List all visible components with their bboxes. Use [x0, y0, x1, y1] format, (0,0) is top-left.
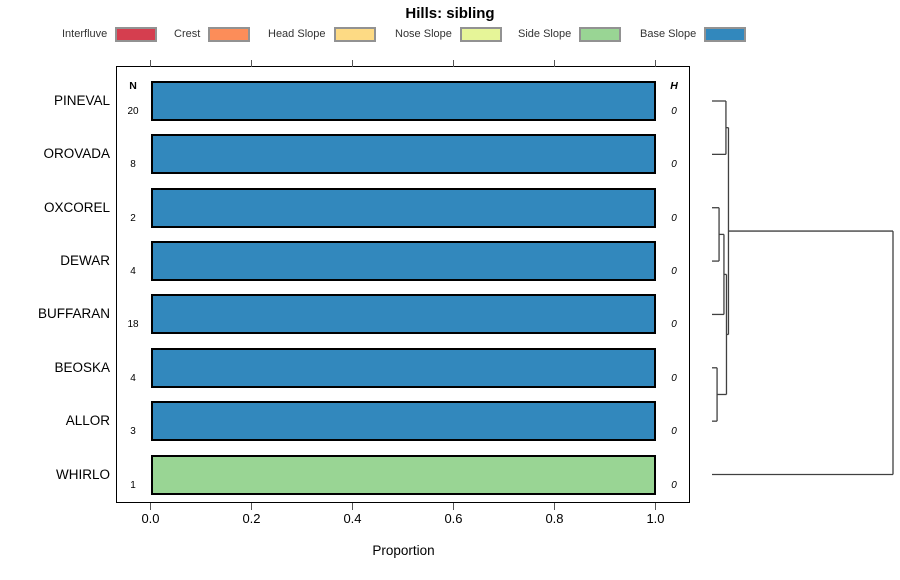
bar: [150, 241, 656, 282]
x-axis-tick-label: 0.0: [141, 511, 160, 526]
figure-title: Hills: sibling: [405, 5, 495, 22]
n-value: 20: [127, 106, 139, 117]
h-column-header: H: [670, 80, 678, 92]
h-value: 0: [671, 266, 677, 278]
legend-swatch: [208, 26, 251, 42]
legend-swatch: [333, 26, 376, 42]
legend-swatch: [115, 26, 158, 42]
category-label: BUFFARAN: [37, 306, 110, 322]
x-axis-tick-top: [251, 60, 253, 67]
legend-item: Base Slope: [640, 26, 747, 42]
x-axis-tick: [655, 503, 657, 510]
bar: [150, 454, 656, 495]
bar-segment: [152, 403, 654, 440]
legend-label: Nose Slope: [395, 28, 452, 40]
x-axis-tick-top: [554, 60, 556, 67]
n-column-header: N: [129, 80, 137, 92]
bar: [150, 294, 656, 335]
x-axis-tick: [352, 503, 354, 510]
x-axis-tick: [554, 503, 556, 510]
bar-segment: [152, 189, 654, 226]
bar-segment: [152, 296, 654, 333]
category-label: BEOSKA: [54, 359, 110, 375]
bar-segment: [152, 243, 654, 280]
category-label: WHIRLO: [56, 466, 110, 482]
n-value: 8: [130, 159, 136, 171]
n-value: 2: [130, 212, 136, 224]
x-axis-tick-top: [655, 60, 657, 67]
legend-item: Head Slope: [268, 26, 376, 42]
x-axis-tick-top: [453, 60, 455, 67]
category-label: OROVADA: [43, 146, 110, 162]
x-axis-tick-label: 1.0: [646, 511, 665, 526]
legend-label: Crest: [174, 28, 201, 40]
legend-swatch: [459, 26, 502, 42]
h-value: 0: [671, 479, 677, 491]
n-value: 4: [130, 372, 136, 384]
n-value: 4: [130, 266, 136, 278]
legend-item: Side Slope: [518, 26, 622, 42]
category-label: DEWAR: [60, 253, 110, 269]
x-axis-tick: [251, 503, 253, 510]
h-value: 0: [671, 319, 677, 331]
legend-label: Interfluve: [62, 28, 108, 40]
x-axis-tick-label: 0.2: [242, 511, 261, 526]
x-axis-tick-top: [352, 60, 354, 67]
category-label: OXCOREL: [43, 199, 110, 215]
h-value: 0: [671, 106, 677, 117]
h-value: 0: [671, 426, 677, 438]
category-label: PINEVAL: [53, 93, 110, 108]
legend-swatch: [579, 26, 622, 42]
n-value: 18: [127, 319, 139, 331]
h-value: 0: [671, 159, 677, 171]
legend-label: Base Slope: [640, 28, 697, 40]
x-axis-tick: [150, 503, 152, 510]
legend-item: Interfluve: [62, 26, 158, 42]
x-axis-tick-top: [150, 60, 152, 67]
bar: [150, 81, 656, 121]
bar-segment: [152, 136, 654, 173]
bar: [150, 347, 656, 388]
category-label: ALLOR: [65, 413, 110, 429]
legend-label: Head Slope: [268, 28, 326, 40]
legend-item: Nose Slope: [395, 26, 502, 42]
n-value: 1: [130, 479, 136, 491]
legend-label: Side Slope: [518, 28, 572, 40]
x-axis-tick-label: 0.8: [545, 511, 564, 526]
legend-swatch: [704, 26, 747, 42]
x-axis-tick-label: 0.6: [444, 511, 463, 526]
x-axis-tick: [453, 503, 455, 510]
h-value: 0: [671, 372, 677, 384]
x-axis-title: Proportion: [372, 543, 435, 558]
h-value: 0: [671, 212, 677, 224]
n-value: 3: [130, 426, 136, 438]
legend-item: Crest: [174, 26, 251, 42]
x-axis-tick-label: 0.4: [343, 511, 362, 526]
bar-segment: [152, 349, 654, 386]
bar: [150, 401, 656, 442]
bar: [150, 187, 656, 228]
bar: [150, 134, 656, 175]
bar-segment: [152, 456, 654, 493]
bar-segment: [152, 83, 654, 119]
